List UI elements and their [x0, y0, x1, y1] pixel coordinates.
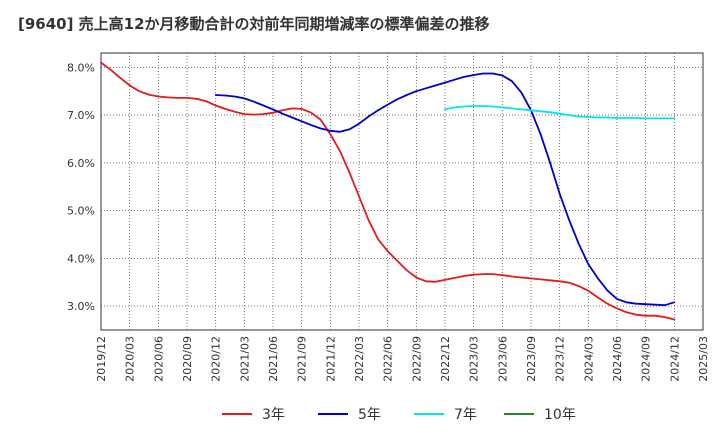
series-line-5年: [214, 72, 676, 307]
y-tick-label: 6.0%: [67, 157, 95, 170]
x-tick-label: 2023/09: [525, 336, 538, 382]
x-tick-label: 2022/09: [410, 336, 423, 382]
y-tick-label: 4.0%: [67, 252, 95, 265]
y-tick-label: 5.0%: [67, 205, 95, 218]
x-tick-label: 2024/09: [640, 336, 653, 382]
x-tick-label: 2024/12: [668, 336, 681, 382]
x-tick-label: 2020/03: [124, 336, 137, 382]
series-lines: [100, 61, 676, 321]
chart-title: [9640] 売上高12か月移動合計の対前年同期増減率の標準偏差の推移: [18, 15, 490, 33]
x-tick-label: 2024/03: [582, 336, 595, 382]
x-tick-label: 2020/09: [181, 336, 194, 382]
grid: [100, 53, 704, 330]
y-tick-label: 8.0%: [67, 61, 95, 74]
x-tick-label: 2022/06: [382, 336, 395, 382]
plot-frame: [100, 52, 704, 331]
x-tick-label: 2020/12: [210, 336, 223, 382]
legend: 3年 5年 7年 10年: [222, 407, 576, 423]
x-tick-label: 2021/06: [267, 336, 280, 382]
x-tick-label: 2025/03: [697, 336, 710, 382]
legend-label: 5年: [358, 407, 381, 423]
x-tick-label: 2021/03: [238, 336, 251, 382]
x-tick-label: 2024/06: [611, 336, 624, 382]
x-tick-label: 2023/12: [554, 336, 567, 382]
y-tick-label: 3.0%: [67, 300, 95, 313]
y-axis: 3.0% 4.0% 5.0% 6.0% 7.0% 8.0%: [67, 61, 95, 313]
series-line-3年: [100, 61, 676, 321]
x-tick-label: 2021/09: [296, 336, 309, 382]
y-tick-label: 7.0%: [67, 109, 95, 122]
x-axis: 2019/12 2020/03 2020/06 2020/09 2020/12 2021/…: [95, 336, 710, 382]
x-tick-label: 2020/06: [152, 336, 165, 382]
x-tick-label: 2019/12: [95, 336, 108, 382]
series-line-7年: [444, 105, 676, 120]
x-tick-label: 2021/12: [324, 336, 337, 382]
legend-label: 7年: [454, 407, 477, 423]
x-tick-label: 2023/03: [468, 336, 481, 382]
legend-label: 10年: [544, 407, 576, 423]
legend-label: 3年: [262, 407, 285, 423]
x-tick-label: 2022/12: [439, 336, 452, 382]
x-tick-label: 2023/06: [496, 336, 509, 382]
x-tick-label: 2022/03: [353, 336, 366, 382]
